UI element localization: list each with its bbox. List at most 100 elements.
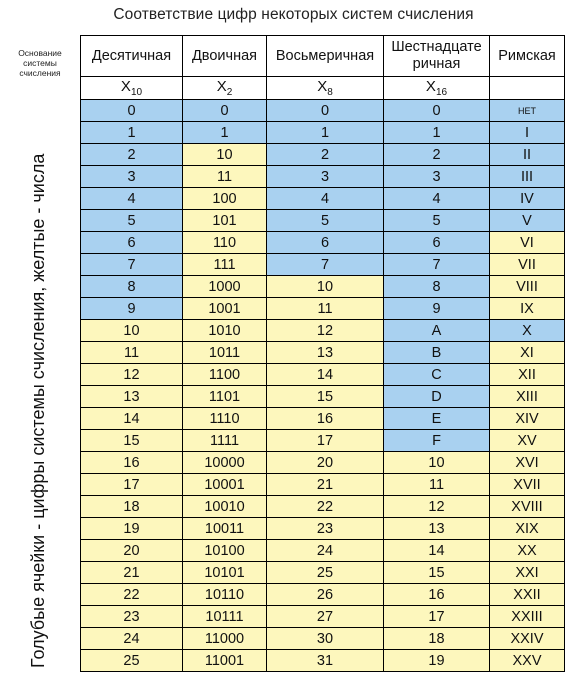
cell-binary: 1001: [182, 297, 267, 320]
cell-binary: 1011: [182, 341, 267, 364]
cell-hex: A: [383, 319, 490, 342]
cell-octal: 14: [266, 363, 384, 386]
cell-decimal: 7: [80, 253, 183, 276]
cell-decimal: 1: [80, 121, 183, 144]
cell-hex: D: [383, 385, 490, 408]
cell-roman: X: [489, 319, 565, 342]
table-row: 12 1100 14 C XII: [80, 363, 565, 386]
cell-octal: 15: [266, 385, 384, 408]
table-row: 16 10000 20 10 XVI: [80, 451, 565, 474]
cell-decimal: 5: [80, 209, 183, 232]
cell-binary: 10000: [182, 451, 267, 474]
cell-hex: 18: [383, 627, 490, 650]
cell-roman: НЕТ: [489, 99, 565, 122]
cell-roman: XIX: [489, 517, 565, 540]
table-row: 15 1111 17 F XV: [80, 429, 565, 452]
cell-hex: E: [383, 407, 490, 430]
cell-octal: 3: [266, 165, 384, 188]
table-row: 25 11001 31 19 XXV: [80, 649, 565, 672]
cell-hex: 3: [383, 165, 490, 188]
cell-roman: VI: [489, 231, 565, 254]
cell-hex: 2: [383, 143, 490, 166]
cell-binary: 0: [182, 99, 267, 122]
cell-hex: 7: [383, 253, 490, 276]
cell-decimal: 23: [80, 605, 183, 628]
table-row: 18 10010 22 12 XVIII: [80, 495, 565, 518]
base-symbol-row: X10 X2 X8 X16: [80, 76, 565, 100]
page-title: Соответствие цифр некоторых систем счисл…: [113, 6, 474, 23]
cell-roman: XVII: [489, 473, 565, 496]
cell-hex: B: [383, 341, 490, 364]
cell-binary: 10001: [182, 473, 267, 496]
cell-binary: 11000: [182, 627, 267, 650]
table-row: 14 1110 16 E XIV: [80, 407, 565, 430]
side-legend-note: Голубые ячейки - цифры системы счисления…: [28, 153, 48, 668]
cell-decimal: 13: [80, 385, 183, 408]
cell-roman: III: [489, 165, 565, 188]
cell-decimal: 2: [80, 143, 183, 166]
cell-binary: 1000: [182, 275, 267, 298]
cell-roman: VIII: [489, 275, 565, 298]
table-row: 17 10001 21 11 XVII: [80, 473, 565, 496]
cell-roman: XXIII: [489, 605, 565, 628]
table-row: 0 0 0 0 НЕТ: [80, 99, 565, 122]
cell-decimal: 22: [80, 583, 183, 606]
cell-hex: 0: [383, 99, 490, 122]
cell-binary: 110: [182, 231, 267, 254]
cell-hex: 16: [383, 583, 490, 606]
cell-octal: 21: [266, 473, 384, 496]
header-binary: Двоичная: [182, 35, 267, 77]
cell-binary: 1010: [182, 319, 267, 342]
cell-octal: 31: [266, 649, 384, 672]
header-octal: Восьмеричная: [266, 35, 384, 77]
cell-roman: XV: [489, 429, 565, 452]
cell-decimal: 20: [80, 539, 183, 562]
cell-hex: F: [383, 429, 490, 452]
cell-roman: XII: [489, 363, 565, 386]
cell-decimal: 14: [80, 407, 183, 430]
cell-decimal: 21: [80, 561, 183, 584]
table-row: 5 101 5 5 V: [80, 209, 565, 232]
header-roman: Римская: [489, 35, 565, 77]
cell-decimal: 8: [80, 275, 183, 298]
cell-octal: 25: [266, 561, 384, 584]
cell-octal: 17: [266, 429, 384, 452]
cell-binary: 10010: [182, 495, 267, 518]
number-systems-table: Десятичная Двоичная Восьмеричная Шестнад…: [80, 35, 565, 672]
table-row: 7 111 7 7 VII: [80, 253, 565, 276]
cell-roman: XVI: [489, 451, 565, 474]
table-row: 6 110 6 6 VI: [80, 231, 565, 254]
cell-decimal: 24: [80, 627, 183, 650]
cell-hex: 5: [383, 209, 490, 232]
cell-roman: V: [489, 209, 565, 232]
cell-hex: 17: [383, 605, 490, 628]
cell-roman: XXII: [489, 583, 565, 606]
cell-octal: 12: [266, 319, 384, 342]
cell-decimal: 9: [80, 297, 183, 320]
base-symbol-hex: X16: [383, 76, 490, 100]
cell-roman: XX: [489, 539, 565, 562]
cell-octal: 16: [266, 407, 384, 430]
cell-hex: 1: [383, 121, 490, 144]
cell-binary: 10: [182, 143, 267, 166]
cell-octal: 13: [266, 341, 384, 364]
cell-octal: 22: [266, 495, 384, 518]
cell-hex: 10: [383, 451, 490, 474]
cell-octal: 20: [266, 451, 384, 474]
table-row: 23 10111 27 17 XXIII: [80, 605, 565, 628]
cell-hex: 8: [383, 275, 490, 298]
cell-octal: 11: [266, 297, 384, 320]
base-symbol-roman: [489, 76, 565, 100]
cell-roman: I: [489, 121, 565, 144]
cell-decimal: 11: [80, 341, 183, 364]
cell-binary: 1: [182, 121, 267, 144]
cell-roman: VII: [489, 253, 565, 276]
cell-decimal: 25: [80, 649, 183, 672]
cell-hex: 11: [383, 473, 490, 496]
cell-hex: 4: [383, 187, 490, 210]
cell-octal: 27: [266, 605, 384, 628]
cell-hex: 19: [383, 649, 490, 672]
cell-decimal: 6: [80, 231, 183, 254]
cell-hex: 15: [383, 561, 490, 584]
